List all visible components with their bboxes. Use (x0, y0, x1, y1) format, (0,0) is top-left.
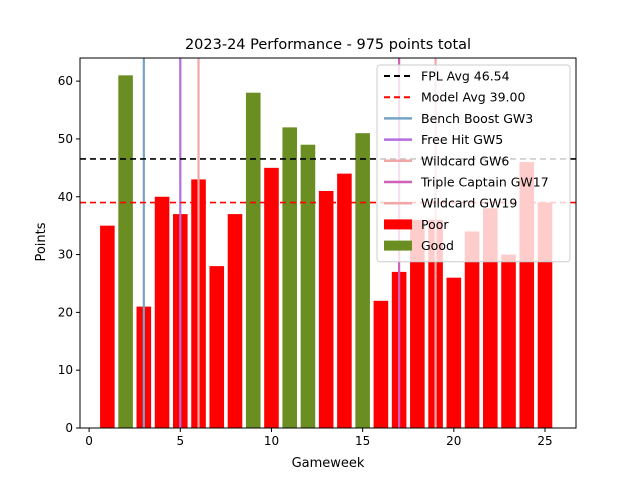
legend-swatch-7 (384, 219, 412, 230)
y-tick-label-60: 60 (58, 74, 73, 88)
bar-gw-9 (245, 92, 261, 428)
y-tick-label-10: 10 (58, 363, 73, 377)
bar-gw-15 (355, 133, 370, 428)
x-tick-label-25: 25 (537, 434, 552, 448)
legend-label-0: FPL Avg 46.54 (421, 69, 510, 84)
bar-gw-22 (483, 208, 498, 428)
legend-label-5: Triple Captain GW17 (420, 175, 549, 190)
bar-gw-23 (501, 254, 516, 428)
legend-label-1: Model Avg 39.00 (421, 90, 525, 105)
bar-gw-21 (464, 231, 480, 428)
bar-gw-16 (373, 300, 389, 428)
y-tick-label-0: 0 (65, 421, 73, 435)
bar-gw-7 (209, 266, 225, 428)
plot-area: 0 5 10 15 20 25 0 10 20 30 40 50 60 FPL Avg 46.54 Mode… (58, 57, 577, 448)
legend-label-3: Free Hit GW5 (421, 132, 503, 147)
bar-gw-11 (282, 127, 297, 428)
bar-gw-13 (318, 190, 334, 428)
x-tick-label-15: 15 (355, 434, 370, 448)
y-tick-label-30: 30 (58, 248, 73, 262)
bar-gw-2 (118, 75, 133, 428)
legend-label-4: Wildcard GW6 (421, 153, 509, 168)
x-tick-label-20: 20 (446, 434, 461, 448)
bar-gw-12 (300, 144, 316, 428)
y-tick-label-50: 50 (58, 132, 73, 146)
y-axis-label: Points (34, 222, 49, 261)
x-tick-label-10: 10 (264, 434, 279, 448)
bar-gw-1 (100, 225, 115, 428)
axes-frame (79, 57, 577, 429)
legend-label-7: Poor (421, 217, 449, 232)
legend-label-6: Wildcard GW19 (421, 196, 517, 211)
y-tick-label-20: 20 (58, 305, 73, 319)
chart-title: 2023-24 Performance - 975 points total (185, 37, 471, 53)
bar-gw-10 (264, 167, 279, 428)
legend-label-2: Bench Boost GW3 (421, 111, 533, 126)
bar-gw-8 (227, 214, 243, 428)
legend-box (376, 64, 571, 263)
x-axis-label: Gameweek (292, 456, 365, 471)
y-tick-label-40: 40 (58, 190, 73, 204)
bar-gw-18 (410, 219, 425, 428)
legend-label-8: Good (421, 238, 454, 253)
bar-gw-20 (446, 277, 462, 428)
legend-swatch-8 (384, 240, 412, 251)
x-tick-label-5: 5 (176, 434, 184, 448)
x-tick-label-0: 0 (85, 434, 93, 448)
bar-gw-14 (337, 173, 352, 428)
bar-gw-4 (154, 196, 170, 428)
